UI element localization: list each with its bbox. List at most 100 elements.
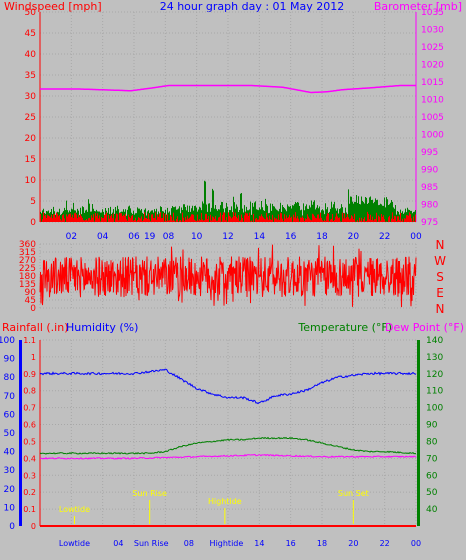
direction-tick-label: 270	[19, 256, 36, 266]
x-tick-label: 04	[113, 539, 123, 548]
x-tick-label: 16	[285, 232, 297, 242]
baro-tick-label: 990	[421, 166, 438, 176]
humidity-tick-label: 20	[4, 485, 16, 495]
temperature-tick-label: 130	[426, 353, 443, 363]
rain-tick-label: 0.5	[23, 437, 36, 446]
barometer-axis-label: Barometer [mb]	[374, 0, 462, 13]
dewpoint-line	[40, 453, 417, 460]
rain-tick-label: 1	[31, 353, 36, 362]
x-tick-label: 02	[66, 232, 77, 242]
humidity-tick-label: 40	[4, 448, 16, 458]
x-tick-label: 14	[254, 539, 264, 548]
chart-title: 24 hour graph day : 01 May 2012	[160, 0, 345, 13]
baro-tick-label: 995	[421, 148, 438, 158]
x-tick-label: 19	[144, 232, 156, 242]
temperature-tick-label: 100	[426, 404, 443, 414]
rain-tick-label: 1.1	[23, 336, 36, 345]
wind-tick-label: 35	[25, 71, 36, 81]
direction-tick-label: 135	[19, 280, 36, 290]
wind-direction-line	[39, 244, 417, 308]
wind-tick-label: 45	[25, 29, 36, 39]
humidity-tick-label: 80	[4, 373, 16, 383]
humidity-tick-label: 0	[9, 522, 15, 532]
humidity-axis-label: Humidity (%)	[66, 321, 138, 334]
humidity-line	[39, 368, 417, 405]
x-tick-label: Lowtide	[59, 539, 90, 548]
annotation-label: Sun Rise	[132, 489, 167, 498]
temperature-tick-label: 110	[426, 387, 443, 397]
wind-tick-label: 25	[25, 113, 36, 123]
direction-tick-label: 360	[19, 240, 36, 250]
temperature-axis-label: Temperature (°F)	[297, 321, 392, 334]
x-tick-label: 20	[348, 232, 360, 242]
baro-tick-label: 1015	[421, 78, 444, 88]
rain-tick-label: 0.6	[23, 421, 36, 430]
wind-tick-label: 0	[30, 218, 36, 228]
dewpoint-axis-label: Dew Point (°F)	[385, 321, 464, 334]
wind-tick-label: 40	[25, 50, 37, 60]
x-tick-label: Hightide	[210, 539, 244, 548]
temperature-tick-label: 90	[426, 421, 438, 431]
x-tick-label: 16	[286, 539, 296, 548]
temperature-axis	[417, 340, 420, 526]
wind-tick-label: 10	[25, 176, 37, 186]
temperature-tick-label: 60	[426, 471, 438, 481]
compass-label: N	[436, 302, 445, 316]
rain-tick-label: 0.4	[23, 454, 36, 463]
rain-tick-label: 0.8	[23, 387, 36, 396]
baro-tick-label: 980	[421, 201, 438, 211]
wind-tick-label: 5	[30, 197, 36, 207]
compass-label: E	[436, 286, 444, 300]
humidity-tick-label: 100	[0, 336, 15, 346]
x-tick-label: 06	[128, 232, 140, 242]
x-tick-label: 10	[191, 232, 203, 242]
direction-tick-label: 0	[30, 304, 36, 314]
rain-tick-label: 0.2	[23, 488, 36, 497]
x-tick-label: 08	[163, 232, 175, 242]
temperature-tick-label: 50	[426, 488, 438, 498]
x-tick-label: 04	[97, 232, 109, 242]
baro-tick-label: 985	[421, 183, 438, 193]
x-tick-label: 18	[317, 539, 327, 548]
direction-tick-label: 90	[25, 288, 37, 298]
temperature-tick-label: 70	[426, 454, 438, 464]
baro-tick-label: 1035	[421, 8, 444, 18]
humidity-tick-label: 70	[4, 392, 16, 402]
humidity-tick-label: 10	[4, 503, 16, 513]
temperature-tick-label: 120	[426, 370, 443, 380]
annotation-label: Sun Set	[338, 489, 369, 498]
x-tick-label: 22	[379, 232, 390, 242]
humidity-axis	[19, 340, 22, 526]
rain-tick-label: 0.1	[23, 505, 36, 514]
humidity-tick-label: 60	[4, 410, 16, 420]
baro-tick-label: 1000	[421, 131, 444, 141]
windspeed-axis-label: Windspeed [mph]	[4, 0, 102, 13]
baro-tick-label: 1010	[421, 96, 444, 106]
temperature-tick-label: 140	[426, 336, 443, 346]
temperature-tick-label: 80	[426, 437, 438, 447]
x-tick-label: 20	[348, 539, 358, 548]
direction-tick-label: 45	[25, 296, 36, 306]
temperature-line	[39, 436, 417, 455]
rain-tick-label: 0.7	[23, 404, 36, 413]
wind-tick-label: 30	[25, 92, 37, 102]
x-tick-label: 22	[380, 539, 390, 548]
annotation-label: Hightide	[208, 497, 242, 506]
x-tick-label: 14	[254, 232, 266, 242]
x-tick-label: 00	[410, 232, 422, 242]
x-tick-label: 12	[222, 232, 233, 242]
rainfall-axis-label: Rainfall (.in)	[2, 321, 69, 334]
temperature-tick-label: 40	[426, 505, 438, 515]
baro-tick-label: 975	[421, 218, 438, 228]
wind-bars	[40, 180, 416, 222]
compass-label: W	[434, 254, 446, 268]
humidity-tick-label: 90	[4, 355, 16, 365]
wind-tick-label: 50	[25, 8, 37, 18]
x-tick-label: 00	[411, 539, 421, 548]
rain-tick-label: 0.3	[23, 471, 36, 480]
x-tick-label: Sun Rise	[134, 539, 169, 548]
direction-tick-label: 315	[19, 248, 36, 258]
baro-tick-label: 1030	[421, 26, 444, 36]
